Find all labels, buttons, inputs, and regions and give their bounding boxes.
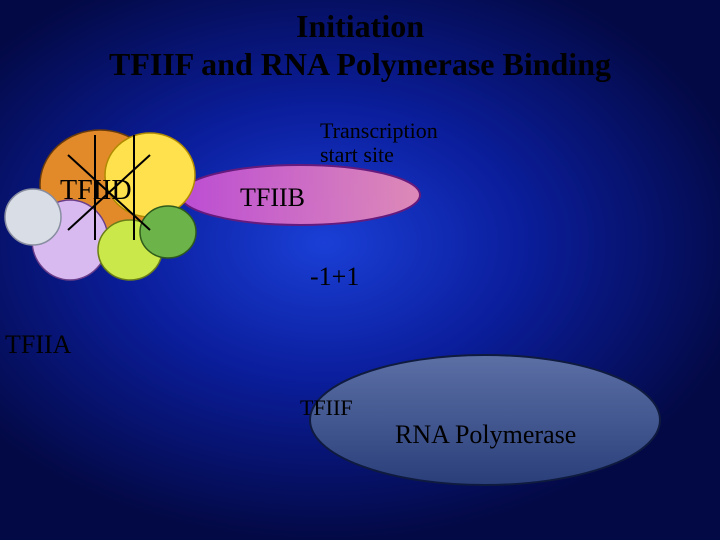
tfiia-label: TFIIA	[5, 330, 71, 360]
tfiid-label: TFIID	[60, 175, 132, 207]
position-label: -1+1	[310, 262, 359, 292]
title-line-1: Initiation	[0, 8, 720, 45]
transcription-label-line-2: start site	[320, 142, 394, 168]
tfiif-label: TFIIF	[300, 395, 353, 421]
tfiid-blob-5	[140, 206, 196, 258]
rna-polymerase-label: RNA Polymerase	[395, 420, 576, 450]
tfiid-blob-3	[5, 189, 61, 245]
tfiib-label: TFIIB	[240, 183, 305, 213]
transcription-label-line-1: Transcription	[320, 118, 438, 144]
title-line-2: TFIIF and RNA Polymerase Binding	[0, 46, 720, 83]
